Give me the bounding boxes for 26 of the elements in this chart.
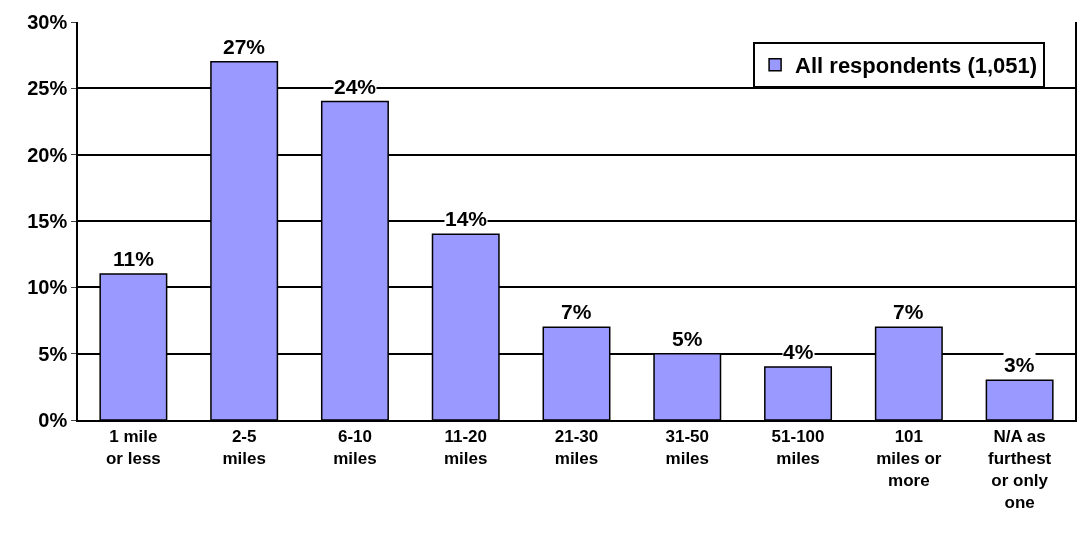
- data-label: 3%: [1004, 353, 1035, 376]
- y-tick-label: 5%: [38, 342, 68, 365]
- y-tick-label: 30%: [27, 11, 68, 33]
- y-tick-label: 20%: [27, 143, 68, 166]
- data-label: 4%: [783, 340, 814, 363]
- y-tick-label: 25%: [27, 77, 68, 100]
- x-tick-label: 1 mile or less: [105, 427, 161, 469]
- y-tick-label: 0%: [38, 409, 68, 431]
- data-label: 5%: [672, 327, 703, 350]
- x-tick-label: 51-100 miles: [771, 427, 825, 469]
- data-label: 27%: [223, 35, 266, 58]
- data-label: 7%: [893, 300, 924, 323]
- y-tick-label: 15%: [27, 210, 68, 232]
- x-tick-label: 21-30 miles: [554, 427, 599, 469]
- legend-label: All respondents (1,051): [795, 53, 1038, 79]
- x-tick-label: 31-50 miles: [665, 427, 710, 469]
- data-label: 7%: [561, 300, 592, 323]
- data-label: 14%: [445, 207, 488, 230]
- data-label: 11%: [113, 247, 155, 270]
- x-tick-label: 101 miles or more: [876, 427, 942, 491]
- x-tick-label: 2-5 miles: [222, 427, 266, 469]
- x-tick-label: N/A as furthest or only one: [987, 427, 1052, 513]
- x-tick-label: 6-10 miles: [333, 427, 377, 469]
- y-tick-label: 10%: [27, 276, 68, 299]
- data-label: 24%: [334, 75, 377, 98]
- x-tick-label: 11-20 miles: [443, 427, 488, 469]
